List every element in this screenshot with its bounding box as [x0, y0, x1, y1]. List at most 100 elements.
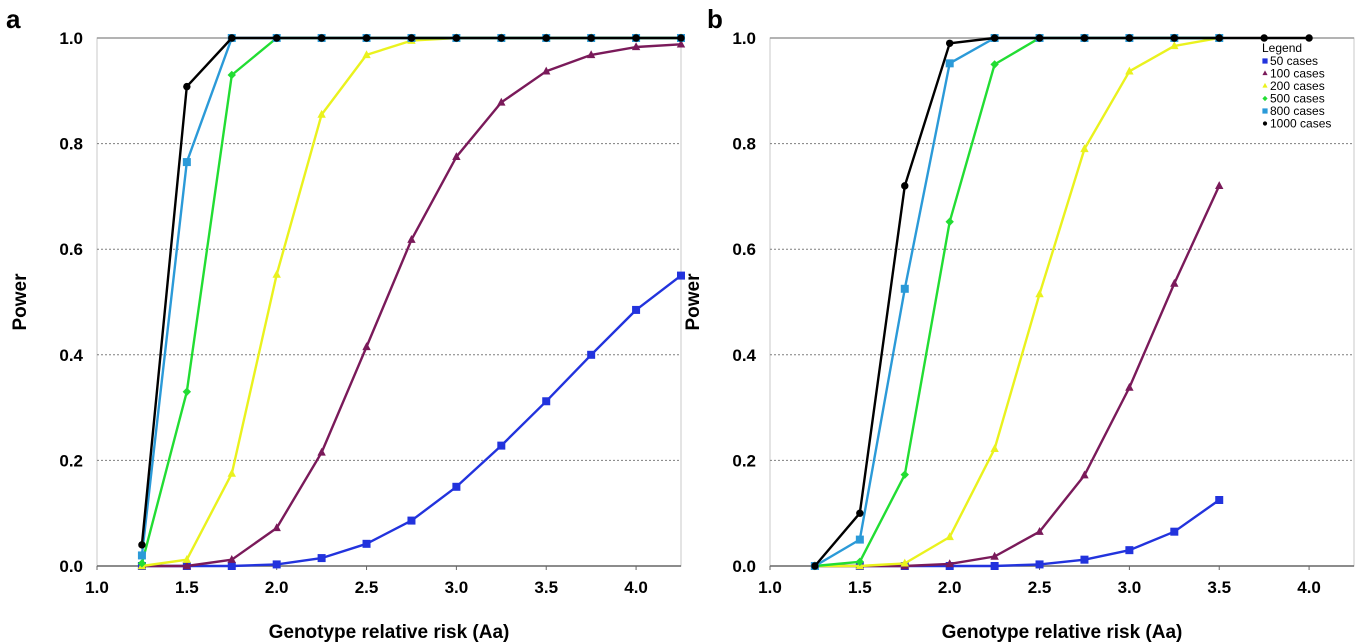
x-tick-label: 3.5 — [534, 578, 558, 597]
y-tick-label: 0.4 — [59, 346, 83, 365]
data-point — [856, 509, 864, 517]
series-line — [814, 185, 1221, 568]
data-point — [677, 34, 685, 42]
data-point — [855, 535, 864, 544]
x-tick-label: 3.0 — [445, 578, 469, 597]
panel-letter: b — [707, 4, 723, 34]
data-point — [542, 34, 550, 42]
legend-item: 1000 cases — [1270, 117, 1331, 131]
data-point — [945, 217, 954, 226]
data-point — [497, 97, 506, 106]
legend-item: 50 cases — [1270, 54, 1318, 68]
data-point — [1080, 144, 1089, 153]
legend-marker — [1262, 70, 1268, 76]
data-point — [138, 541, 146, 549]
y-tick-label: 0.8 — [59, 135, 83, 154]
data-point — [227, 70, 236, 80]
data-point — [1125, 34, 1134, 42]
legend-item: 200 cases — [1270, 79, 1325, 93]
series-line — [140, 36, 681, 556]
data-point — [1215, 181, 1224, 190]
data-point — [586, 50, 596, 59]
series-3 — [137, 33, 686, 568]
data-point — [990, 562, 999, 570]
data-point — [317, 34, 326, 42]
y-tick-label: 0.0 — [732, 557, 756, 576]
data-point — [182, 387, 192, 396]
y-tick-label: 0.4 — [732, 346, 756, 365]
y-axis-label: Power — [683, 273, 704, 331]
data-point — [1080, 470, 1089, 479]
data-point — [631, 42, 641, 51]
series-line — [813, 36, 1310, 567]
data-point — [900, 470, 909, 479]
data-point — [1080, 555, 1089, 564]
data-point — [227, 468, 236, 477]
chart-panel-b: b 0.0 0.2 0.4 0.6 0.8 1.0 1.0 1.5 2.0 2.5 3.0 3.5 4.0… — [683, 4, 1355, 643]
series-5 — [811, 34, 1313, 570]
data-point — [317, 447, 326, 456]
data-point — [362, 342, 371, 351]
y-tick-label: 1.0 — [732, 29, 756, 48]
data-point — [1215, 34, 1223, 42]
data-point — [901, 182, 909, 190]
data-point — [227, 554, 236, 563]
data-point — [497, 34, 506, 42]
data-point — [1035, 560, 1044, 569]
data-point — [1035, 34, 1044, 42]
x-tick-label: 3.5 — [1207, 578, 1231, 597]
y-tick-label: 0.6 — [732, 240, 756, 259]
data-point — [542, 397, 551, 406]
data-point — [497, 441, 506, 450]
data-point — [182, 561, 192, 570]
data-point — [811, 562, 819, 570]
series-line — [141, 36, 681, 568]
data-point — [945, 532, 954, 541]
data-point — [990, 444, 999, 452]
y-axis-label: Power — [10, 273, 31, 331]
series-line — [814, 36, 1220, 568]
data-point — [855, 557, 865, 566]
series-line — [140, 36, 681, 546]
data-point — [407, 516, 416, 525]
data-point — [1035, 526, 1044, 535]
x-tick-label: 3.0 — [1118, 578, 1142, 597]
legend-marker — [1262, 95, 1268, 102]
data-point — [362, 34, 371, 42]
x-tick-label: 4.0 — [624, 578, 648, 597]
data-point — [1125, 66, 1134, 75]
series-line — [814, 36, 1220, 568]
legend-item: 500 cases — [1270, 92, 1325, 106]
series-3 — [810, 33, 1224, 571]
data-point — [452, 482, 461, 491]
data-point — [182, 554, 192, 563]
data-point — [407, 34, 416, 42]
legend-marker — [1262, 82, 1268, 88]
data-point — [1305, 34, 1313, 42]
data-point — [587, 350, 596, 359]
legend-item: 800 cases — [1270, 104, 1325, 118]
y-tick-label: 0.2 — [732, 451, 756, 470]
data-point — [945, 559, 954, 568]
data-point — [587, 34, 595, 42]
y-tick-label: 0.2 — [59, 451, 83, 470]
data-point — [945, 59, 954, 68]
series-line — [814, 36, 1220, 568]
legend-marker — [1262, 108, 1268, 114]
data-point — [900, 558, 909, 567]
data-point — [990, 60, 999, 69]
data-point — [1125, 546, 1134, 555]
legend-item: 100 cases — [1270, 67, 1325, 81]
x-tick-label: 2.0 — [938, 578, 962, 597]
data-point — [452, 34, 461, 42]
x-tick-label: 2.0 — [265, 578, 289, 597]
series-line — [141, 43, 682, 568]
data-point — [1215, 496, 1224, 504]
data-point — [677, 271, 685, 280]
y-tick-label: 0.8 — [732, 135, 756, 154]
x-tick-label: 1.0 — [85, 578, 109, 597]
series-4 — [810, 34, 1224, 570]
x-axis-label: Genotype relative risk (Aa) — [942, 622, 1183, 643]
data-point — [900, 284, 909, 293]
